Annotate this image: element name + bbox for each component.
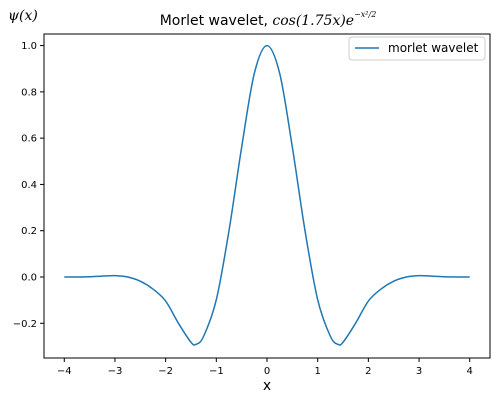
y-tick-label: 0.4 xyxy=(21,180,37,191)
legend: morlet wavelet xyxy=(348,36,486,61)
x-axis-label: x xyxy=(263,378,271,394)
x-tick-label: −4 xyxy=(57,366,72,377)
x-tick-label: −2 xyxy=(158,366,173,377)
x-tick-label: 3 xyxy=(416,366,422,377)
plot-area-frame xyxy=(43,33,491,359)
series-layer xyxy=(64,44,470,346)
chart-title-text: Morlet wavelet, xyxy=(160,13,273,29)
chart-title-exponent: −x²/2 xyxy=(354,10,376,19)
chart-title: Morlet wavelet, cos(1.75x)e−x²/2 xyxy=(160,10,377,29)
x-tick-label: −3 xyxy=(108,366,123,377)
legend-box xyxy=(348,36,486,61)
x-tick-label: 0 xyxy=(264,366,270,377)
x-tick-label: 4 xyxy=(467,366,473,377)
y-axis-ticks: −0.2 0.0 0.2 0.4 0.6 0.8 1.0 xyxy=(13,41,44,330)
chart-title-math: cos(1.75x)e xyxy=(272,13,354,29)
y-tick-label: 0.6 xyxy=(21,134,37,145)
x-tick-label: 1 xyxy=(314,366,320,377)
y-tick-label: 0.2 xyxy=(21,226,37,237)
legend-label-morlet: morlet wavelet xyxy=(388,41,479,55)
x-tick-label: −1 xyxy=(209,366,224,377)
x-axis-ticks: −4 −3 −2 −1 0 1 2 3 4 xyxy=(57,358,473,377)
y-axis-label: ψ(x) xyxy=(8,8,38,24)
y-tick-label: −0.2 xyxy=(13,319,37,330)
y-tick-label: 0.0 xyxy=(21,273,37,284)
series-line-morlet-wavelet xyxy=(64,44,470,346)
y-tick-label: 1.0 xyxy=(21,41,37,52)
x-tick-label: 2 xyxy=(365,366,371,377)
y-tick-label: 0.8 xyxy=(21,87,37,98)
